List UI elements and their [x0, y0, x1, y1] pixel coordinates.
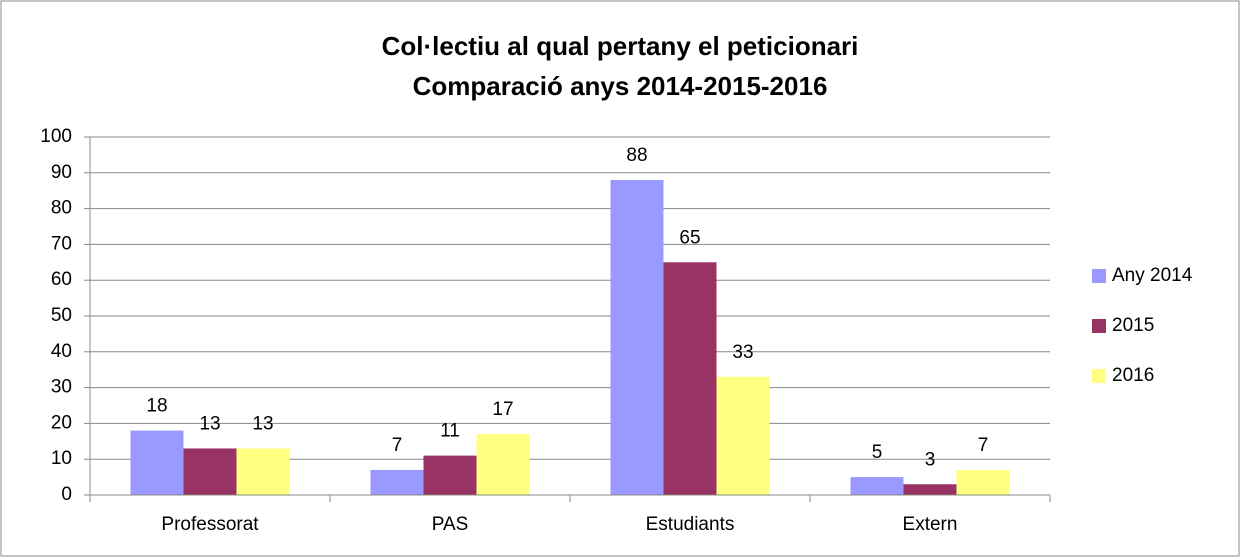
legend-swatch — [1092, 319, 1106, 333]
data-label: 65 — [679, 227, 700, 248]
chart-subtitle: Comparació anys 2014-2015-2016 — [413, 71, 828, 101]
bar — [423, 455, 477, 495]
y-tick-label: 90 — [51, 162, 72, 183]
y-tick-label: 70 — [51, 233, 72, 254]
bar — [956, 469, 1010, 495]
data-label: 88 — [626, 145, 647, 166]
bar — [370, 469, 424, 495]
data-label: 7 — [392, 435, 403, 456]
bar — [903, 484, 957, 495]
legend-label: 2015 — [1112, 315, 1154, 336]
y-tick-label: 100 — [40, 126, 72, 147]
y-tick-label: 60 — [51, 269, 72, 290]
y-tick-label: 0 — [61, 484, 72, 505]
bar — [663, 262, 717, 495]
x-tick-label: Estudiants — [646, 514, 735, 535]
data-label: 11 — [440, 421, 460, 442]
y-tick-label: 50 — [51, 305, 72, 326]
bar — [610, 179, 664, 495]
legend-swatch — [1092, 269, 1106, 283]
x-tick-label: PAS — [432, 514, 469, 535]
bar — [236, 448, 290, 495]
data-label: 13 — [252, 413, 273, 434]
bar — [850, 477, 904, 495]
y-tick-label: 20 — [51, 412, 72, 433]
y-tick-label: 30 — [51, 377, 72, 398]
y-tick-label: 10 — [51, 448, 72, 469]
data-label: 3 — [925, 449, 936, 470]
data-label: 5 — [872, 442, 883, 463]
y-tick-label: 80 — [51, 198, 72, 219]
data-label: 33 — [732, 342, 753, 363]
data-label: 13 — [199, 413, 220, 434]
x-tick-label: Extern — [903, 514, 958, 535]
legend-label: Any 2014 — [1112, 265, 1193, 286]
data-label: 18 — [146, 396, 167, 417]
data-label: 7 — [978, 435, 989, 456]
data-label: 17 — [492, 399, 513, 420]
legend-swatch — [1092, 369, 1106, 383]
y-tick-label: 40 — [51, 341, 72, 362]
legend-label: 2016 — [1112, 365, 1154, 386]
bar — [130, 430, 184, 495]
x-tick-label: Professorat — [161, 514, 259, 535]
bar — [716, 376, 770, 495]
bar — [183, 448, 237, 495]
bar — [476, 434, 530, 495]
chart-title: Col·lectiu al qual pertany el peticionar… — [382, 31, 859, 61]
